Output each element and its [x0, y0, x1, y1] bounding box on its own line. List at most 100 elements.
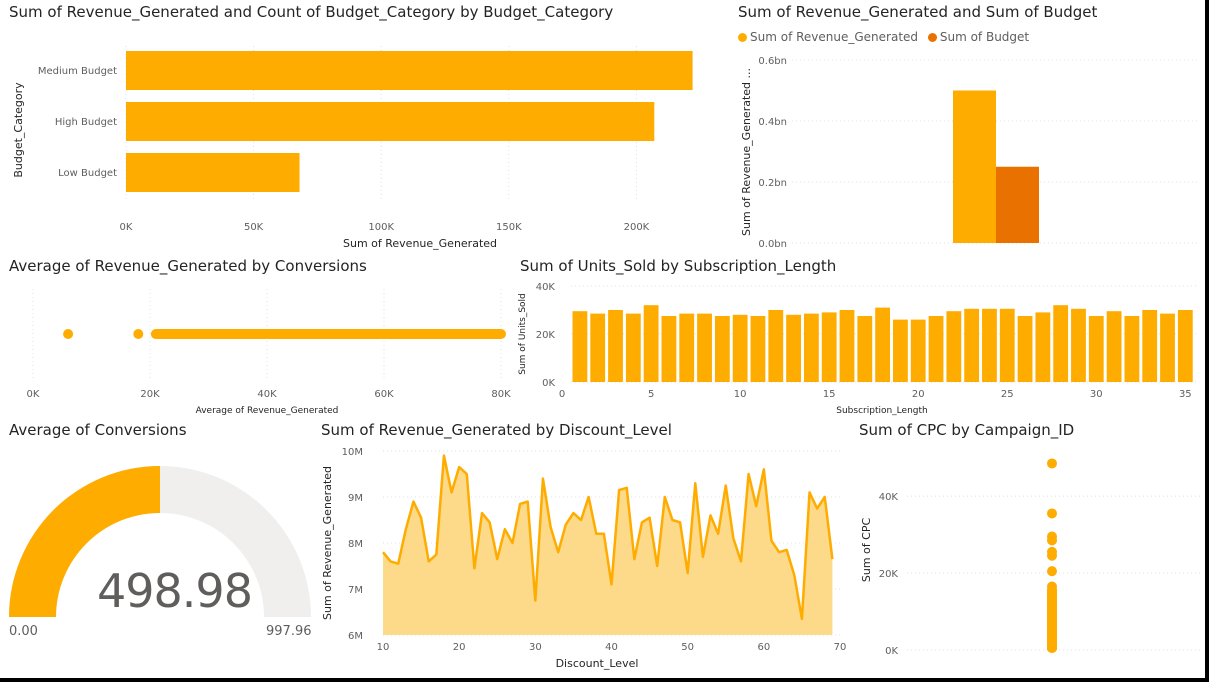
dense-point-band: [155, 329, 501, 339]
bar: [786, 314, 801, 382]
legend-item-revenue[interactable]: Sum of Revenue_Generated: [738, 30, 918, 44]
y-tick-label: 6M: [348, 631, 363, 642]
units-sold-column-chart[interactable]: Sum of Units_Sold by Subscription_Length…: [512, 255, 1205, 420]
data-point: [1047, 535, 1057, 546]
gauge-value: 498.98: [97, 564, 253, 618]
bar: [1088, 316, 1104, 382]
x-tick-label: 15: [823, 389, 836, 400]
x-tick-label: 25: [1001, 389, 1014, 400]
bar: [1035, 312, 1051, 382]
chart-title: Average of Revenue_Generated by Conversi…: [9, 257, 367, 275]
x-tick-label: 35: [1179, 389, 1192, 400]
y-tick-label: 0.4bn: [758, 117, 787, 128]
bar: [1106, 311, 1122, 382]
chart-legend: Sum of Revenue_Generated Sum of Budget: [738, 30, 1035, 44]
y-tick-label: 0.2bn: [758, 178, 787, 189]
x-tick-label: 40: [605, 642, 618, 653]
y-axis-label: Sum of Units_Sold: [518, 293, 528, 375]
x-tick-label: 40K: [257, 389, 277, 400]
x-tick-label: 60: [757, 642, 770, 653]
x-tick-label: 80K: [491, 389, 511, 400]
bar: [1142, 310, 1158, 382]
data-point: [133, 329, 144, 339]
column-chart-plot: 0K 20K 40K 0 5 10 15 20 25 30 35 Subscription_Lengt…: [518, 282, 1196, 416]
y-axis-label: Sum of Revenue_Generated: [321, 466, 334, 620]
x-tick-label: 200K: [624, 222, 650, 233]
bar: [857, 316, 873, 382]
bar: [126, 51, 693, 90]
bar: [875, 307, 891, 382]
bar: [996, 166, 1039, 243]
cpc-campaign-scatter-chart[interactable]: Sum of CPC by Campaign_ID 0K 20K 40K Sum of…: [850, 420, 1205, 678]
x-tick-label: 0: [559, 389, 565, 400]
x-tick-label: 70: [834, 642, 847, 653]
x-tick-label: 10: [377, 642, 390, 653]
x-tick-label: 0K: [27, 389, 40, 400]
x-tick-label: 150K: [496, 222, 522, 233]
gauge-min-label: 0.00: [9, 624, 38, 639]
y-axis-label: Sum of CPC: [860, 518, 873, 583]
bar: [679, 313, 695, 382]
x-tick-label: 10: [734, 389, 747, 400]
chart-title: Sum of CPC by Campaign_ID: [859, 421, 1075, 439]
bar: [1177, 310, 1193, 382]
bar: [999, 308, 1015, 382]
y-tick-label: 10M: [342, 447, 363, 458]
conversions-gauge[interactable]: Average of Conversions 498.98 0.00 997.9…: [0, 420, 315, 678]
data-point: [1047, 550, 1057, 561]
bar: [697, 313, 712, 382]
legend-item-budget[interactable]: Sum of Budget: [927, 30, 1030, 44]
x-tick-label: 20: [453, 642, 466, 653]
chart-title: Sum of Revenue_Generated by Discount_Lev…: [321, 421, 672, 439]
y-axis-label: Sum of Revenue_Generated ...: [740, 68, 753, 236]
bar: [964, 308, 980, 382]
bar: [928, 316, 944, 382]
legend-label: Sum of Budget: [939, 30, 1030, 44]
conversions-scatter-chart[interactable]: Average of Revenue_Generated by Conversi…: [0, 255, 512, 420]
x-axis-label: Discount_Level: [556, 657, 639, 670]
y-tick-label: 0K: [542, 378, 555, 389]
y-tick-label: 9M: [348, 493, 363, 504]
x-tick-label: 100K: [368, 222, 394, 233]
x-tick-label: 50K: [244, 222, 264, 233]
bar: [732, 314, 748, 382]
area-fill: [383, 455, 833, 635]
bar: [1017, 316, 1033, 382]
y-tick-label: 8M: [348, 539, 363, 550]
bar: [590, 313, 606, 382]
revenue-budget-column-chart[interactable]: Sum of Revenue_Generated and Sum of Budg…: [730, 0, 1205, 255]
bar: [1071, 308, 1086, 382]
y-tick-label: 0.6bn: [758, 56, 787, 67]
bar: [608, 310, 623, 382]
legend-label: Sum of Revenue_Generated: [750, 30, 919, 44]
x-axis-label: Average of Revenue_Generated: [196, 406, 339, 416]
y-tick-label: 20K: [879, 569, 899, 580]
scatter-plot: 0K 20K 40K 60K 80K Average of Revenue_Generat…: [27, 289, 511, 416]
bar: [910, 319, 926, 382]
bar: [953, 90, 996, 243]
bar: [839, 310, 855, 382]
bar: [821, 312, 837, 382]
y-tick-label: 40K: [879, 492, 899, 503]
bar: [1124, 316, 1140, 382]
bar: [1160, 313, 1175, 382]
y-tick-label: 0.0bn: [758, 239, 787, 250]
x-tick-label: 0K: [120, 222, 133, 233]
x-tick-label: 5: [648, 389, 654, 400]
y-axis-label: Budget_Category: [12, 82, 25, 178]
gauge-fill: [9, 466, 160, 617]
budget-category-bar-chart[interactable]: Sum of Revenue_Generated and Count of Bu…: [0, 0, 720, 255]
bar: [625, 313, 641, 382]
data-point: [63, 329, 74, 339]
bar: [126, 102, 655, 141]
discount-level-area-chart[interactable]: Sum of Revenue_Generated by Discount_Lev…: [315, 420, 850, 678]
bar: [768, 310, 784, 382]
bar: [572, 311, 588, 382]
bar: [750, 316, 766, 382]
data-point: [1047, 508, 1057, 519]
chart-title: Sum of Revenue_Generated and Sum of Budg…: [738, 3, 1098, 21]
x-tick-label: 50: [681, 642, 694, 653]
bar: [1053, 305, 1069, 382]
gauge-max-label: 997.96: [266, 624, 312, 639]
